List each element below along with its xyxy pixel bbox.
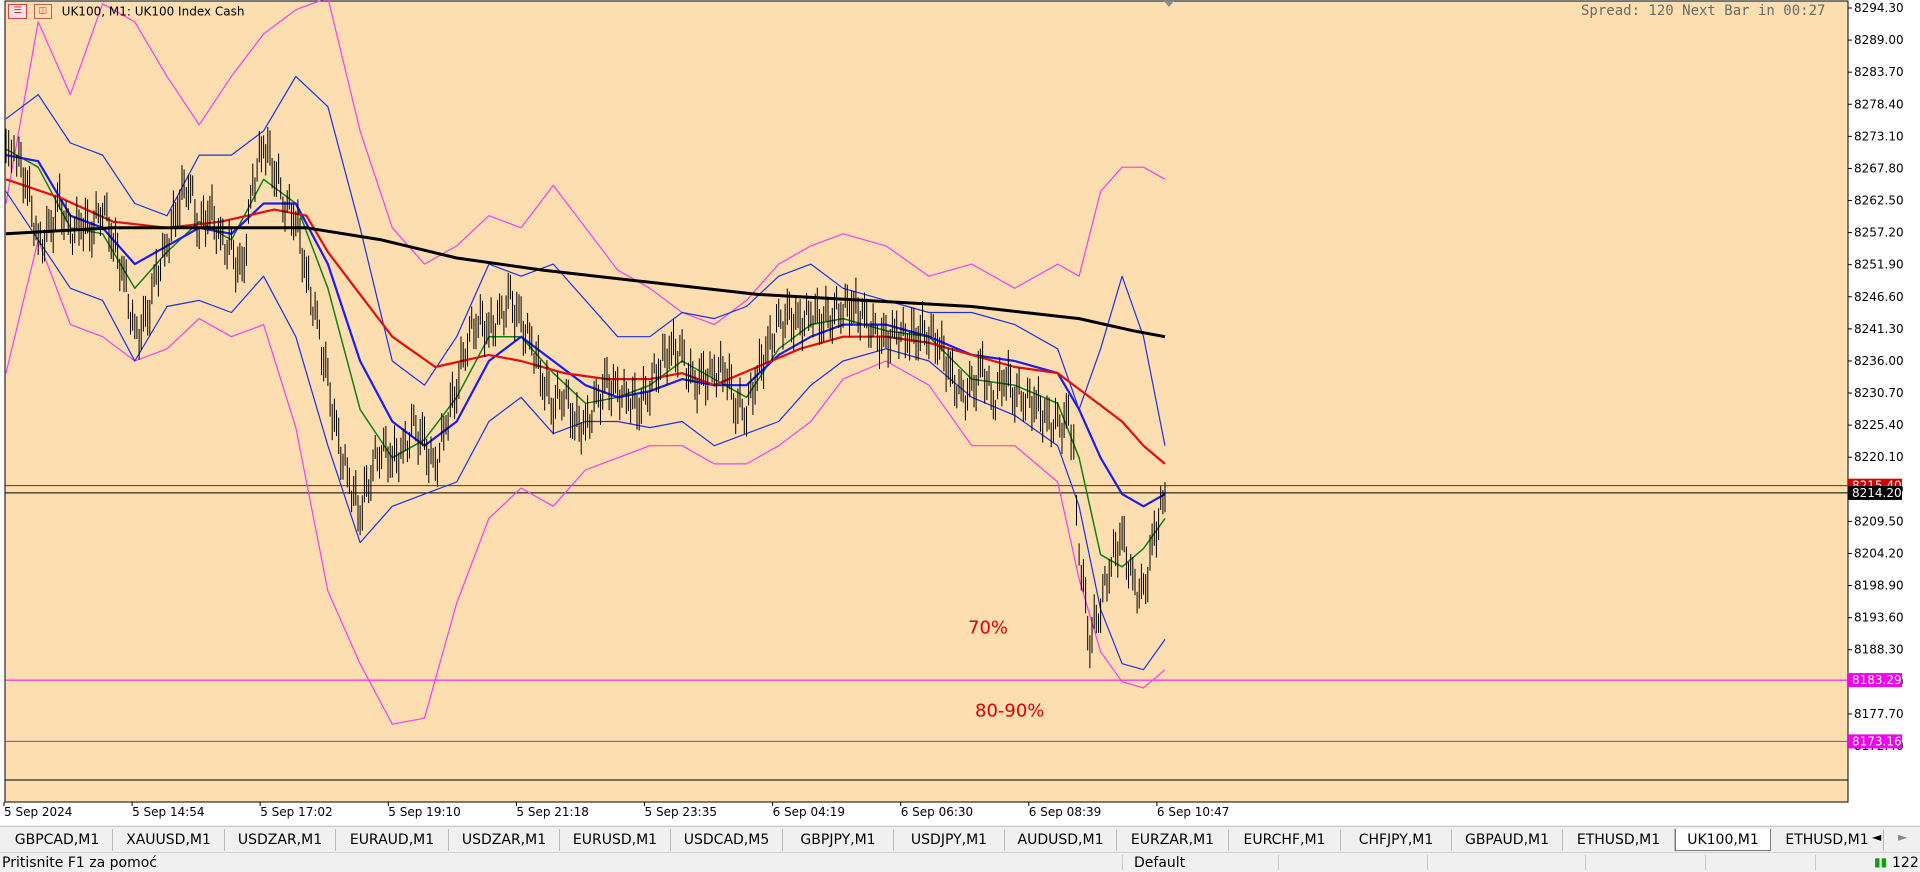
chart-tab[interactable]: XAUUSD,M1 [113,829,225,851]
y-tick-label: 8289.00 [1854,33,1904,47]
y-tick-label: 8278.40 [1854,97,1904,111]
status-bar: Pritisnite F1 za pomoć Default ▮▮ 122.02 [0,852,1920,872]
chart-tab[interactable]: AUDUSD,M1 [1005,829,1117,851]
chart-tab[interactable]: USDZAR,M1 [449,829,560,851]
y-tick-label: 8283.70 [1854,65,1904,79]
tab-scroll-right-icon[interactable]: ► [1898,830,1908,844]
y-tick-label: 8246.60 [1854,290,1904,304]
plot-background [4,0,1849,781]
sub-window-strip [4,779,1849,803]
x-tick-label: 6 Sep 10:47 [1157,805,1229,819]
y-tick-label: 8257.20 [1854,226,1904,240]
chart-tab[interactable]: CHFJPY,M1 [1341,829,1452,851]
price-label: 8214.20 [1848,485,1902,500]
price-label: 8183.29 [1848,673,1902,688]
chart-tab[interactable]: GBPCAD,M1 [2,829,113,851]
chart-window[interactable]: 8294.30 8289.00 8283.70 8278.40 8273.10 8267.… [0,0,1920,825]
y-tick-label: 8193.60 [1854,611,1904,625]
chart-title-bar: ☰ ◫ UK100, M1: UK100 Index Cash [8,4,245,19]
connection-icon[interactable]: ▮▮ [1874,855,1888,869]
chart-tab[interactable]: ETHUSD,M1 [1563,829,1675,851]
status-separator [1278,855,1279,870]
y-tick-label: 8262.50 [1854,194,1904,208]
price-label-box [1848,734,1902,749]
y-tick-label: 8188.30 [1854,643,1904,657]
chart-tab[interactable]: USDZAR,M1 [225,829,336,851]
chart-tab[interactable]: GBPJPY,M1 [783,829,894,851]
x-tick-label: 5 Sep 2024 [4,805,72,819]
y-tick-label: 8198.90 [1854,579,1904,593]
price-label-box [1848,673,1902,688]
y-tick-label: 8225.40 [1854,418,1904,432]
x-tick-label: 6 Sep 04:19 [773,805,845,819]
y-tick-label: 8204.20 [1854,546,1904,560]
chart-tab[interactable]: ETHUSD,M1 [1771,829,1884,851]
y-tick-label: 8220.10 [1854,450,1904,464]
y-tick-label: 8294.30 [1854,1,1904,15]
series-bb-inner-upper [5,75,1166,446]
price-candles [5,127,1166,669]
chart-tab[interactable]: GBPAUD,M1 [1452,829,1563,851]
price-chart[interactable]: 8294.30 8289.00 8283.70 8278.40 8273.10 8267.… [0,0,1920,825]
status-separator [1122,855,1123,870]
y-tick-label: 8236.00 [1854,354,1904,368]
series-ma-200 [5,226,1166,339]
status-separator [1585,855,1586,870]
x-tick-label: 5 Sep 17:02 [260,805,332,819]
y-tick-label: 8241.30 [1854,322,1904,336]
x-tick-label: 5 Sep 21:18 [516,805,588,819]
price-label-text: 8173.16 [1852,734,1902,748]
indicator-icon[interactable]: ◫ [33,4,52,19]
price-label-box [1848,485,1902,500]
series-ma-red [5,178,1166,465]
chart-tab[interactable]: USDJPY,M1 [894,829,1005,851]
spread-info: Spread: 120 Next Bar in 00:27 [1581,3,1826,19]
price-label: 8173.16 [1848,734,1902,749]
connection-speed: 122.02 [1892,855,1920,871]
x-tick-label: 5 Sep 23:35 [645,805,717,819]
x-tick-label: 6 Sep 08:39 [1029,805,1101,819]
x-tick-label: 5 Sep 14:54 [132,805,204,819]
series-ma-green [5,148,1166,568]
chart-tab[interactable]: EURCHF,M1 [1229,829,1341,851]
chart-annotation: 80-90% [975,700,1044,721]
series-bb-outer-upper [5,0,1166,326]
y-tick-label: 8251.90 [1854,258,1904,272]
series-bb-outer-lower [5,239,1166,725]
status-separator [1427,855,1428,870]
y-tick-label: 8267.80 [1854,161,1904,175]
x-tick-label: 5 Sep 19:10 [388,805,460,819]
x-tick-label: 6 Sep 06:30 [901,805,973,819]
chart-type-icon[interactable]: ☰ [8,4,27,19]
chart-tab-bar: GBPCAD,M1 XAUUSD,M1 USDZAR,M1 EURAUD,M1 USDZ… [0,826,1920,853]
y-tick-label: 8177.70 [1854,707,1904,721]
chart-tab[interactable]: EURUSD,M1 [560,829,671,851]
status-profile[interactable]: Default [1134,855,1186,871]
y-tick-label: 8273.10 [1854,129,1904,143]
shift-marker-icon [1164,1,1174,7]
status-separator [1705,855,1706,870]
y-tick-label: 8209.50 [1854,514,1904,528]
chart-tab[interactable]: EURZAR,M1 [1117,829,1229,851]
status-separator [1815,855,1816,870]
price-label-text: 8183.29 [1852,673,1902,687]
chart-tab[interactable]: EURAUD,M1 [336,829,449,851]
price-label-text: 8214.20 [1852,486,1902,500]
symbol-title: UK100, M1: UK100 Index Cash [61,4,245,19]
chart-tab[interactable]: UK100,M1 [1675,829,1771,851]
y-tick-label: 8230.70 [1854,386,1904,400]
tab-scroll-left-icon[interactable]: ◄ [1872,830,1882,844]
chart-tab[interactable]: USDCAD,M5 [671,829,783,851]
status-help-text: Pritisnite F1 za pomoć [2,855,157,871]
chart-annotation: 70% [968,617,1008,638]
